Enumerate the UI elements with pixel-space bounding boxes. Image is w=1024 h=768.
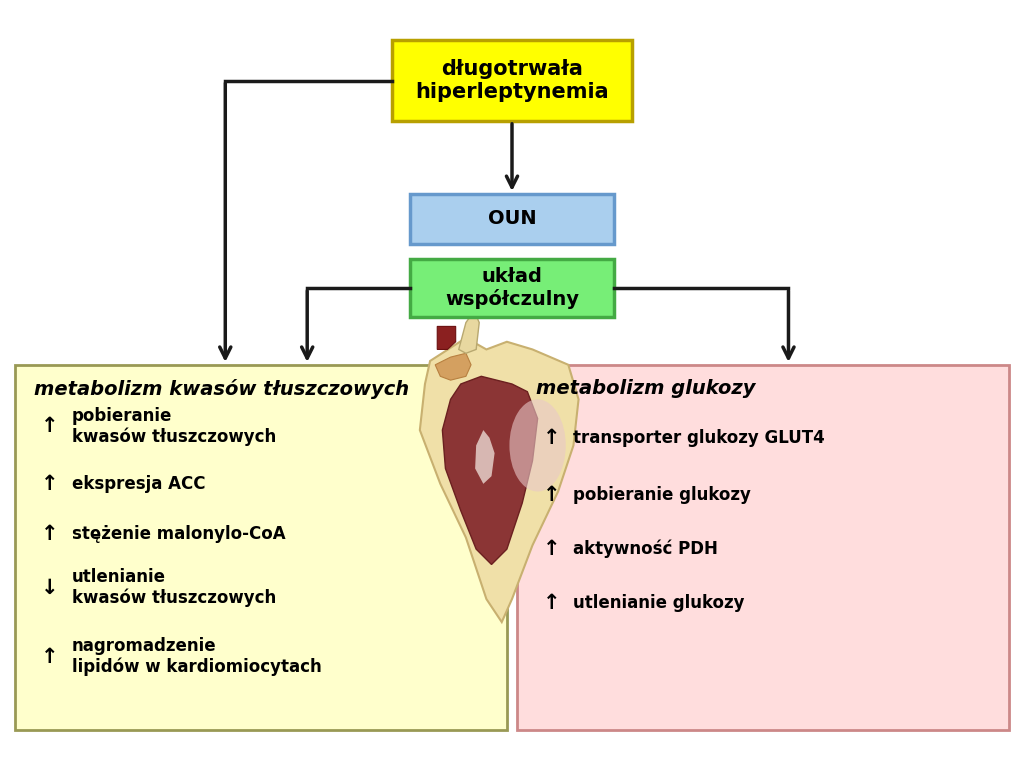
Text: pobieranie
kwasów tłuszczowych: pobieranie kwasów tłuszczowych — [72, 406, 275, 446]
Text: ↑: ↑ — [41, 524, 58, 544]
Text: stężenie malonylo-CoA: stężenie malonylo-CoA — [72, 525, 286, 543]
Text: ekspresja ACC: ekspresja ACC — [72, 475, 205, 493]
Text: ↑: ↑ — [543, 485, 560, 505]
Polygon shape — [475, 430, 495, 484]
Text: ↑: ↑ — [543, 593, 560, 613]
Text: ↑: ↑ — [41, 416, 58, 436]
Polygon shape — [435, 353, 471, 380]
FancyBboxPatch shape — [410, 194, 614, 244]
FancyBboxPatch shape — [391, 40, 632, 121]
Polygon shape — [420, 338, 579, 622]
Text: metabolizm kwasów tłuszczowych: metabolizm kwasów tłuszczowych — [34, 379, 409, 399]
FancyBboxPatch shape — [410, 260, 614, 316]
Polygon shape — [442, 376, 538, 564]
Text: ↑: ↑ — [543, 539, 560, 559]
Text: utlenianie glukozy: utlenianie glukozy — [573, 594, 744, 612]
Text: aktywność PDH: aktywność PDH — [573, 540, 718, 558]
Text: utlenianie
kwasów tłuszczowych: utlenianie kwasów tłuszczowych — [72, 568, 275, 607]
Text: ↑: ↑ — [41, 474, 58, 494]
Text: metabolizm glukozy: metabolizm glukozy — [536, 379, 755, 398]
Text: pobieranie glukozy: pobieranie glukozy — [573, 486, 752, 505]
Text: transporter glukozy GLUT4: transporter glukozy GLUT4 — [573, 429, 825, 447]
FancyBboxPatch shape — [517, 365, 1009, 730]
Polygon shape — [459, 311, 479, 353]
Text: ↓: ↓ — [41, 578, 58, 598]
Ellipse shape — [510, 399, 565, 492]
Text: ↑: ↑ — [543, 428, 560, 448]
Text: długotrwała
hiperleptynemia: długotrwała hiperleptynemia — [415, 59, 609, 102]
Text: OUN: OUN — [487, 210, 537, 228]
Text: ↑: ↑ — [41, 647, 58, 667]
Polygon shape — [437, 326, 456, 349]
Text: nagromadzenie
lipidów w kardiomiocytach: nagromadzenie lipidów w kardiomiocytach — [72, 637, 322, 677]
FancyBboxPatch shape — [15, 365, 507, 730]
Text: układ
współczulny: układ współczulny — [445, 267, 579, 309]
